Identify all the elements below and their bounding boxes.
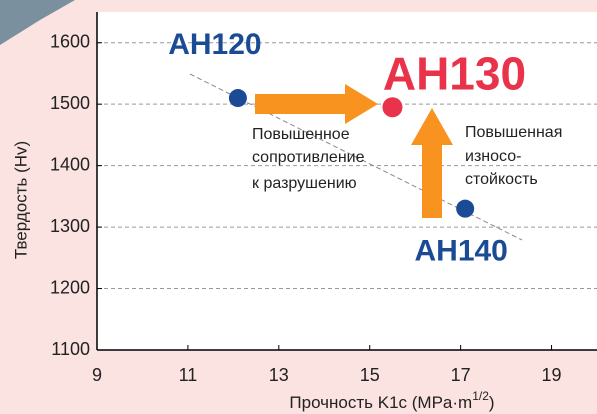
x-tick-label: 9 [92, 365, 102, 385]
y-tick-label: 1200 [50, 277, 90, 297]
x-tick-label: 11 [179, 365, 198, 385]
y-tick-label: 1400 [50, 154, 90, 174]
y-tick-label: 1300 [50, 216, 90, 236]
point [382, 97, 402, 117]
point-label: AH120 [168, 28, 261, 61]
chart: AH120 AH130 AH140 Твердость (Hv) Прочность… [0, 0, 597, 414]
annotation: Повышенное [252, 126, 350, 143]
x-tick-label: 13 [269, 365, 289, 385]
y-tick-label: 1600 [50, 31, 90, 51]
x-axis-label: Прочность K1c (MPa·m1/2) [289, 389, 494, 412]
x-axis-label-sup: 1/2 [472, 389, 489, 403]
x-tick-label: 17 [451, 365, 471, 385]
point [456, 200, 474, 218]
y-tick-label: 1100 [51, 339, 90, 359]
annotation: стойкость [465, 171, 538, 188]
point [229, 89, 247, 107]
annotation: к разрушению [252, 175, 357, 192]
x-axis-label-end: ) [489, 393, 495, 412]
point-label: AH130 [383, 47, 526, 99]
x-tick-label: 15 [360, 365, 380, 385]
annotation: износо- [465, 148, 521, 165]
x-tick-label: 19 [542, 365, 562, 385]
point-label: AH140 [414, 235, 507, 268]
x-axis-label-main: Прочность K1c (MPa·m [289, 393, 472, 412]
y-axis-label: Твердость (Hv) [11, 141, 30, 259]
annotation: Повышенная [465, 124, 562, 141]
y-tick-label: 1500 [50, 93, 90, 113]
annotation: сопротивление [252, 149, 365, 166]
